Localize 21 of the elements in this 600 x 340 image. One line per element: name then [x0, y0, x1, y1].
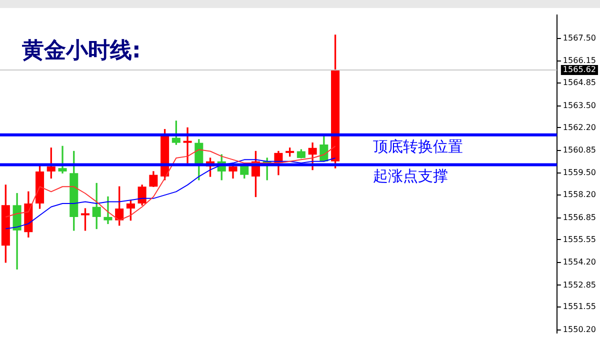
candlestick	[104, 196, 112, 224]
y-tick-label: 1560.85	[562, 145, 596, 154]
y-tick-label: 1562.20	[562, 122, 596, 132]
text: 1565.62	[562, 65, 596, 74]
y-tick-label: 1556.85	[562, 212, 596, 222]
y-tick-label: 1551.55	[562, 302, 596, 312]
y-tick-label: 1566.15	[562, 56, 596, 66]
candlestick	[183, 127, 192, 164]
y-tick-label: 1552.85	[562, 280, 596, 290]
ref-line-label: 起涨点支撑	[373, 167, 448, 186]
candlestick	[58, 146, 67, 174]
y-tick-label: 1555.55	[562, 234, 596, 244]
y-tick-label: 1559.50	[562, 168, 596, 178]
y-tick-label: 1558.20	[562, 190, 596, 200]
y-tick-label: 1563.50	[562, 100, 596, 110]
text: 黄金小时线:	[21, 38, 141, 64]
y-tick-label: 1567.50	[562, 33, 596, 42]
ref-line-label: 顶底转换位置	[373, 137, 464, 156]
y-tick-label: 1550.20	[562, 324, 596, 334]
y-tick-label: 1554.20	[562, 258, 596, 267]
y-tick-label: 1564.85	[562, 78, 596, 88]
